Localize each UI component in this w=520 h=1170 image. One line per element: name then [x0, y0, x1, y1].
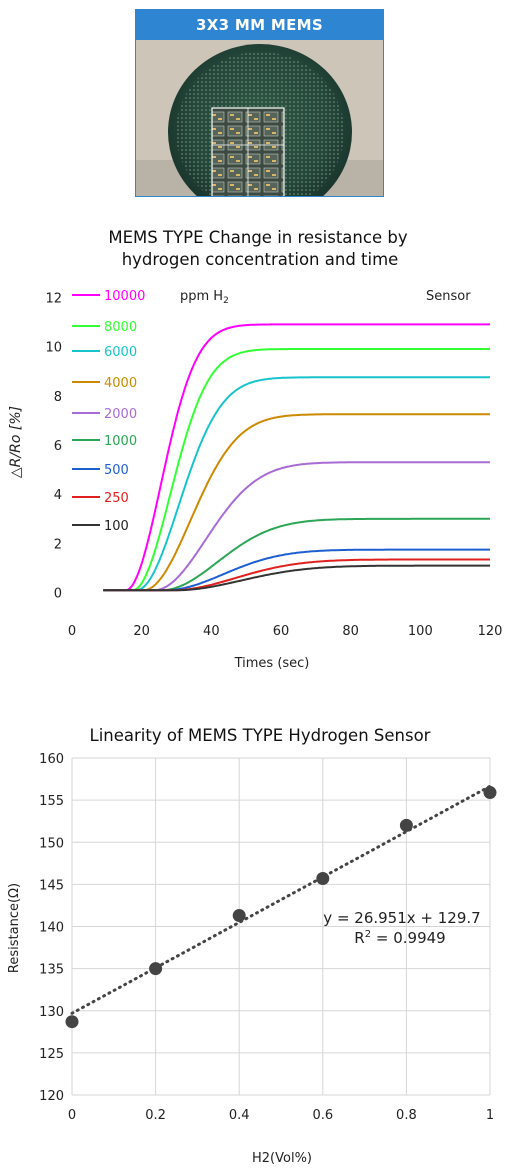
chart2-points — [65, 786, 497, 1029]
chart1-title-line1: MEMS TYPE Change in resistance by — [108, 228, 407, 247]
chart2-y-tick-3: 135 — [39, 963, 64, 978]
chart1-series-line-250 — [103, 558, 490, 592]
chart1-y-tick-2: 4 — [54, 488, 62, 503]
chart1-legend-label-4000: 4000 — [104, 376, 137, 391]
chart1-series-line-100 — [103, 564, 490, 592]
chart2-r-squared: R2 = 0.9949 — [354, 929, 445, 947]
mems-wafer-photo — [136, 40, 383, 196]
chart2-y-tick-8: 160 — [39, 752, 64, 767]
chart1-x-tick-6: 120 — [478, 624, 503, 639]
chart1-axes: 0 20 40 60 80 100 120 0 2 4 6 8 10 12 — [45, 291, 502, 639]
chart1-legend-label-6000: 6000 — [104, 345, 137, 360]
chart1-sensor-annotation: Sensor — [426, 289, 471, 304]
chart1-unit-label: ppm H2 — [180, 289, 229, 306]
chart2-grid: 120 125 130 135 140 145 150 155 160 0 0.2 0.4 0.6 0.8… — [39, 752, 494, 1123]
chart1-legend-label-10000: 10000 — [104, 289, 145, 304]
chart1-series-line-8000 — [103, 348, 490, 592]
chart1-y-tick-1: 2 — [54, 537, 62, 552]
chart2-y-tick-4: 140 — [39, 921, 64, 936]
chart1-x-tick-3: 60 — [273, 624, 290, 639]
chart2-x-tick-4: 0.8 — [396, 1108, 417, 1123]
chart1-y-axis-label: △R/Ro [%] — [8, 406, 24, 478]
chart1-y-tick-5: 10 — [45, 341, 62, 356]
chart1-x-tick-0: 0 — [68, 624, 76, 639]
chart1-series-lines — [103, 323, 490, 592]
chart2-y-tick-1: 125 — [39, 1047, 64, 1062]
chart2-x-axis-label: H2(Vol%) — [252, 1151, 312, 1166]
chart1-x-tick-2: 40 — [203, 624, 220, 639]
chart2-point-0 — [65, 1015, 79, 1029]
chart2-point-4 — [399, 818, 413, 832]
chart1-legend-label-8000: 8000 — [104, 320, 137, 335]
chart2-y-axis-label: Resistance(Ω) — [7, 883, 22, 973]
chart1-legend-label-2000: 2000 — [104, 407, 137, 422]
chart2-x-tick-5: 1 — [486, 1108, 494, 1123]
chart1-y-tick-3: 6 — [54, 439, 62, 454]
chart2-point-5 — [483, 786, 497, 800]
chart2-point-3 — [316, 871, 330, 885]
chart1-title-line2: hydrogen concentration and time — [122, 250, 399, 269]
linearity-chart: Linearity of MEMS TYPE Hydrogen Sensor 1… — [7, 726, 497, 1166]
chart2-y-tick-0: 120 — [39, 1089, 64, 1104]
chart1-series-line-6000 — [103, 376, 490, 592]
chart1-series-line-10000 — [103, 323, 490, 592]
chart2-y-tick-2: 130 — [39, 1005, 64, 1020]
chart1-legend-label-250: 250 — [104, 491, 129, 506]
mems-photo-card: 3X3 MM MEMS — [135, 9, 384, 197]
chart1-x-tick-4: 80 — [342, 624, 359, 639]
chart2-point-2 — [232, 909, 246, 923]
chart1-y-tick-0: 0 — [54, 587, 62, 602]
chart1-x-tick-5: 100 — [408, 624, 433, 639]
chart2-y-tick-5: 145 — [39, 878, 64, 893]
chart1-series-line-4000 — [103, 413, 490, 592]
chart2-x-tick-2: 0.4 — [229, 1108, 250, 1123]
chart2-equation: y = 26.951x + 129.7 — [323, 909, 480, 927]
chart2-title: Linearity of MEMS TYPE Hydrogen Sensor — [90, 726, 431, 745]
chart1-legend-label-100: 100 — [104, 519, 129, 534]
photo-banner: 3X3 MM MEMS — [136, 10, 383, 40]
chart2-x-tick-3: 0.6 — [312, 1108, 333, 1123]
chart1-x-axis-label: Times (sec) — [234, 656, 310, 671]
chart1-legend-label-500: 500 — [104, 463, 129, 478]
chart2-y-tick-6: 150 — [39, 836, 64, 851]
chart2-trendline-path — [70, 784, 492, 1015]
chart2-point-1 — [149, 962, 163, 976]
resistance-change-chart: MEMS TYPE Change in resistance by hydrog… — [8, 228, 502, 671]
chart2-trendline — [70, 784, 492, 1015]
chart1-x-tick-1: 20 — [133, 624, 150, 639]
chart1-y-tick-4: 8 — [54, 390, 62, 405]
chart1-series-line-2000 — [103, 461, 490, 592]
chart1-legend: 10000 8000 6000 4000 2000 1000 500 250 100 — [72, 289, 145, 534]
chart1-y-tick-6: 12 — [45, 291, 62, 306]
chart1-legend-label-1000: 1000 — [104, 434, 137, 449]
chart2-x-tick-0: 0 — [68, 1108, 76, 1123]
chart2-y-tick-7: 155 — [39, 794, 64, 809]
chart2-x-tick-1: 0.2 — [145, 1108, 166, 1123]
